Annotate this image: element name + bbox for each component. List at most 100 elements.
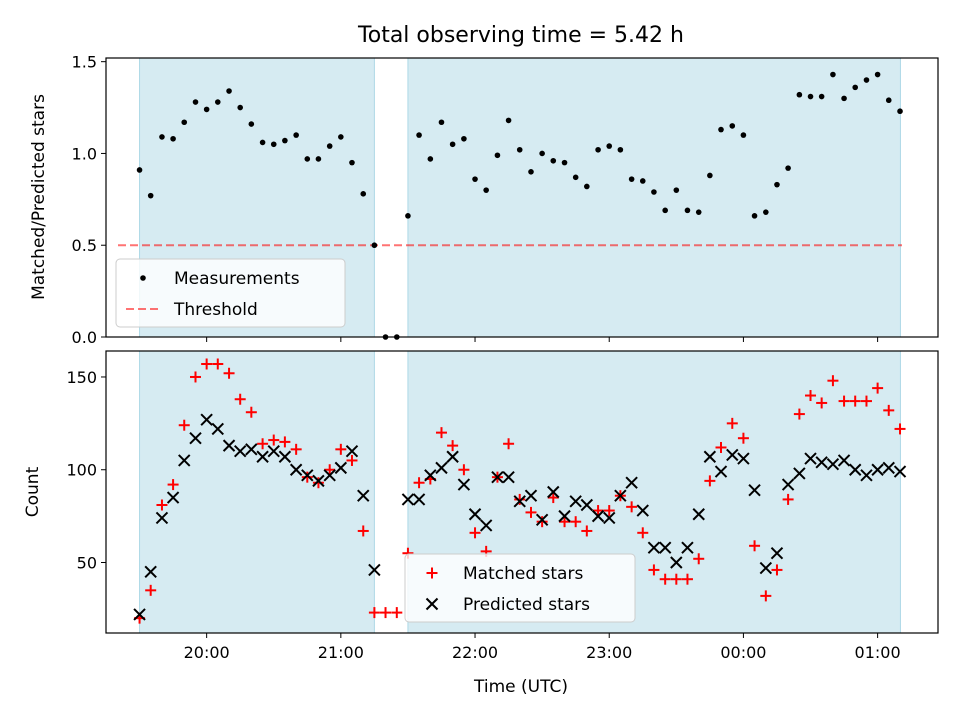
- predicted-star-point-b: [468, 508, 482, 521]
- predicted-star-point: [278, 450, 292, 463]
- predicted-star-point-b: [323, 469, 336, 482]
- predicted-star-point-b: [580, 498, 594, 512]
- predicted-star-point: [424, 469, 437, 482]
- measurement-point: [159, 134, 165, 140]
- predicted-star-point-b: [357, 489, 370, 502]
- predicted-star-point-b: [882, 461, 895, 475]
- measurement-point: [203, 106, 210, 113]
- predicted-star-point-b: [692, 508, 705, 521]
- matched-star-point: [257, 438, 269, 450]
- x-tick-label: 21:00: [318, 643, 364, 662]
- axes-frame: [105, 350, 939, 634]
- predicted-star-point-b: [491, 470, 504, 484]
- matched-star-point: [156, 499, 168, 511]
- predicted-star-point: [233, 444, 247, 458]
- predicted-star-point-b: [457, 478, 471, 491]
- figure-title: Total observing time = 5.42 h: [357, 23, 684, 48]
- predicted-star-point-b: [245, 443, 258, 456]
- predicted-star-point: [625, 476, 638, 489]
- predicted-star-point: [893, 465, 907, 478]
- predicted-star-point: [837, 454, 851, 467]
- measurement-point: [606, 143, 613, 149]
- predicted-star-point: [312, 474, 325, 488]
- legend-marker: [140, 275, 146, 281]
- measurement-point: [651, 189, 657, 195]
- predicted-star-point-b: [714, 465, 728, 478]
- matched-star-point: [592, 505, 604, 517]
- count-panel: 50 100 150 20:00 21:00 22:00 23:00 00:00 01:00 Ma…: [66, 350, 939, 662]
- predicted-star-point-b: [837, 454, 851, 467]
- matched-star-point: [469, 527, 481, 539]
- predicted-star-point: [334, 461, 348, 475]
- predicted-star-point: [357, 489, 370, 502]
- matched-star-point: [458, 464, 470, 476]
- predicted-star-point: [558, 509, 571, 523]
- measurement-point: [248, 121, 255, 127]
- matched-star-point: [749, 540, 761, 552]
- matched-star-point: [234, 393, 246, 405]
- y-tick-label: 0.0: [72, 328, 97, 347]
- matched-star-point: [681, 573, 693, 585]
- matched-star-point: [503, 438, 515, 450]
- predicted-star-point-b: [502, 470, 515, 484]
- measurement-point: [259, 139, 266, 146]
- y-tick-label: 50: [77, 554, 97, 573]
- predicted-star-point: [301, 469, 314, 482]
- x-axis-label: Time (UTC): [473, 677, 568, 697]
- matched-star-point: [737, 432, 749, 444]
- matched-star-point: [581, 525, 593, 537]
- measurement-point: [852, 84, 859, 91]
- predicted-star-point-b: [189, 431, 202, 445]
- measurement-point: [830, 71, 836, 78]
- x-tick-label: 23:00: [586, 643, 632, 662]
- predicted-star-point-b: [815, 456, 828, 469]
- measurement-point: [270, 141, 277, 148]
- matched-star-point: [380, 607, 392, 619]
- legend-label: Measurements: [174, 269, 300, 289]
- predicted-star-point: [815, 456, 828, 469]
- measurement-point: [505, 117, 512, 124]
- matched-star-point: [659, 573, 671, 585]
- measurement-point: [818, 93, 825, 100]
- predicted-star-point: [670, 556, 683, 569]
- predicted-star-point-b: [591, 509, 605, 523]
- observing-window: [139, 350, 375, 634]
- predicted-star-point-b: [524, 489, 538, 502]
- predicted-star-point-b: [558, 509, 571, 523]
- matched-star-point: [726, 417, 738, 429]
- predicted-star-point-b: [636, 504, 649, 517]
- x-tick-label: 22:00: [452, 643, 498, 662]
- predicted-star-point-b: [144, 565, 157, 578]
- measurement-point: [639, 178, 646, 184]
- matched-star-point: [760, 590, 772, 602]
- measurement-point: [539, 150, 545, 157]
- matched-star-point: [312, 477, 324, 489]
- measurement-point: [561, 159, 568, 166]
- predicted-star-point-b: [301, 469, 314, 482]
- matched-star-point: [447, 440, 459, 452]
- measurement-point: [282, 137, 288, 144]
- matched-star-point: [413, 477, 425, 489]
- predicted-star-point: [770, 547, 784, 560]
- y-tick-label: 0.5: [72, 236, 97, 255]
- matched-star-point: [648, 564, 660, 576]
- predicted-star-point: [166, 491, 180, 504]
- measurement-point: [214, 99, 221, 105]
- predicted-star-point-b: [133, 608, 146, 621]
- matched-star-point: [324, 464, 336, 476]
- predicted-star-point: [871, 463, 884, 476]
- legend: Matched stars Predicted stars: [404, 553, 636, 623]
- predicted-star-point: [446, 450, 459, 463]
- matched-star-point: [268, 434, 280, 446]
- measurement-point: [662, 207, 668, 214]
- predicted-star-point: [848, 463, 862, 476]
- legend: Measurements Threshold: [115, 258, 346, 328]
- measurement-point: [516, 146, 523, 153]
- measurement-point: [237, 104, 243, 111]
- predicted-star-point: [737, 452, 750, 465]
- predicted-star-point: [435, 461, 448, 475]
- predicted-star-point: [513, 495, 526, 508]
- predicted-star-point-b: [625, 476, 638, 489]
- measurement-point: [349, 159, 355, 166]
- predicted-star-point: [860, 469, 873, 482]
